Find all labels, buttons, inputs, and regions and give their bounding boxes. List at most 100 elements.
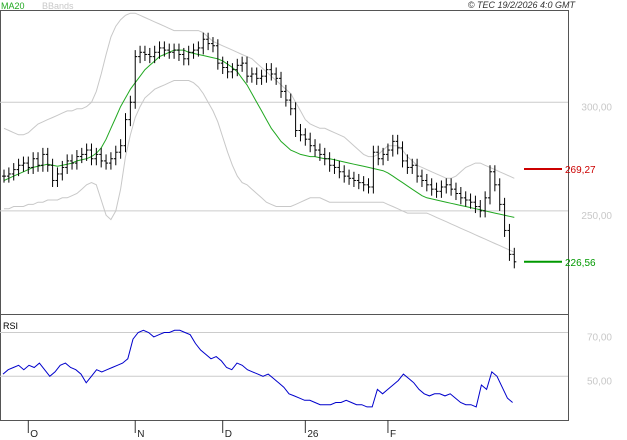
price-bar	[478, 200, 483, 218]
ma20-line	[3, 49, 515, 218]
price-panel	[0, 10, 569, 315]
price-bar	[303, 128, 308, 146]
price-bar	[488, 165, 492, 205]
price-bar	[492, 165, 497, 192]
price-bar	[50, 158, 55, 187]
price-bar	[269, 63, 274, 81]
price-bar	[429, 178, 434, 196]
price-bar	[283, 84, 288, 107]
price-bars	[2, 32, 517, 269]
price-bar	[249, 67, 254, 83]
price-bar	[45, 147, 50, 172]
price-bar	[31, 152, 36, 174]
price-bar	[458, 186, 463, 205]
price-bar	[313, 139, 318, 157]
price-bar	[74, 150, 79, 170]
price-bar	[181, 47, 186, 66]
price-bar	[415, 158, 420, 183]
price-levels: 269,27 226,56	[524, 165, 596, 269]
price-bar	[11, 163, 16, 181]
price-bar	[36, 152, 41, 172]
price-bar	[259, 69, 264, 85]
price-bar	[351, 171, 356, 187]
price-bar	[152, 45, 157, 64]
price-bar	[483, 191, 488, 218]
legend-ma20: MA20	[1, 1, 25, 11]
price-tick-label: 250,00	[581, 211, 612, 222]
price-bar	[123, 113, 128, 153]
price-bar	[65, 154, 70, 174]
price-bar	[201, 32, 206, 55]
price-bar	[142, 45, 147, 61]
price-bar	[70, 154, 75, 170]
rsi-tick-label: 70,00	[587, 333, 612, 344]
price-bar	[434, 182, 439, 198]
price-bar	[410, 158, 415, 174]
price-bar	[104, 154, 109, 170]
price-bar	[79, 147, 84, 164]
price-bar	[210, 37, 215, 53]
price-bar	[191, 43, 196, 59]
price-bar	[453, 182, 458, 201]
price-bar	[468, 193, 473, 209]
price-bar	[337, 160, 342, 179]
price-bar	[26, 156, 31, 174]
price-bar	[361, 176, 366, 192]
price-bar	[186, 45, 191, 66]
price-bar	[2, 169, 6, 183]
price-bar	[381, 147, 386, 166]
gridlines	[0, 101, 568, 377]
price-bar	[94, 147, 99, 166]
price-bar	[274, 67, 279, 85]
price-bar	[322, 147, 327, 166]
price-bar	[16, 158, 21, 177]
price-bar	[40, 147, 45, 172]
price-bar	[196, 41, 201, 57]
price-bar	[89, 143, 94, 166]
price-bar	[449, 178, 454, 196]
price-bar	[395, 134, 400, 155]
price-bar	[366, 178, 371, 194]
price-bar	[317, 143, 322, 161]
price-bar	[206, 32, 211, 51]
rsi-series	[2, 329, 513, 408]
price-bar	[356, 173, 361, 190]
price-bar	[400, 141, 405, 168]
price-bar	[463, 191, 468, 207]
rsi-tick-label: 50,00	[587, 376, 612, 387]
price-bar	[55, 167, 60, 187]
bband-upper	[3, 12, 515, 179]
level-label: 269,27	[565, 165, 596, 176]
copyright-notice: © TEC 19/2/2026 4:0 GMT	[468, 0, 577, 10]
price-bar	[424, 173, 429, 192]
price-bar	[327, 152, 332, 172]
price-bar	[230, 63, 235, 79]
price-bar	[84, 143, 89, 161]
price-bar	[507, 223, 512, 261]
price-bar	[444, 178, 449, 194]
price-bar	[240, 56, 245, 72]
price-bar	[419, 169, 424, 187]
price-bar	[385, 143, 390, 161]
level-label: 226,56	[565, 258, 596, 269]
price-bar	[347, 169, 352, 185]
price-bar	[128, 95, 133, 127]
price-bar	[172, 43, 177, 59]
price-bar	[133, 50, 138, 109]
price-bar	[254, 67, 259, 85]
price-bar	[60, 160, 65, 181]
price-bar	[264, 63, 269, 83]
price-bar	[157, 41, 162, 59]
price-bar	[512, 247, 517, 269]
rsi-panel	[0, 314, 569, 421]
price-bar	[332, 158, 337, 174]
price-bar	[298, 123, 303, 142]
price-bar	[138, 45, 143, 64]
price-bar	[99, 147, 104, 168]
price-bar	[245, 56, 249, 83]
bollinger-bands	[3, 12, 515, 253]
price-bar	[167, 43, 172, 59]
price-bar	[342, 165, 347, 183]
price-bar	[225, 60, 230, 79]
